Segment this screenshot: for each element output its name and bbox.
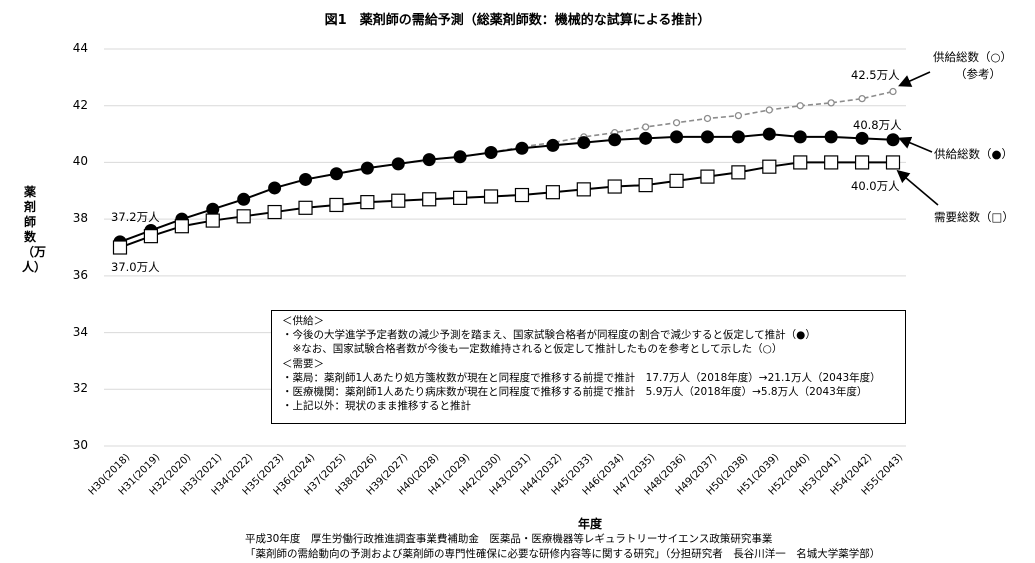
data-point-marker: [360, 161, 374, 175]
data-point-marker: [670, 130, 684, 144]
data-point-marker: [298, 200, 313, 215]
note-demand-other: ・上記以外：現状のまま推移すると推計: [282, 400, 471, 413]
data-point-marker: [453, 190, 468, 205]
data-point-marker: [545, 185, 560, 200]
data-point-marker: [827, 99, 835, 107]
data-point-marker: [824, 155, 839, 170]
data-point-marker: [608, 133, 622, 147]
data-point-marker: [484, 146, 498, 160]
y-tick-label: 34: [72, 324, 88, 339]
data-point-marker: [546, 138, 560, 152]
note-supply-line-1: ・今後の大学進学予定者数の減少予測を踏まえ、国家試験合格者が同程度の割合で減少す…: [282, 329, 816, 342]
data-point-marker: [638, 178, 653, 193]
data-point-marker: [641, 123, 650, 131]
data-point-marker: [514, 187, 530, 203]
data-point-marker: [391, 193, 406, 208]
note-supply-heading: ＜供給＞: [282, 315, 324, 327]
data-point-marker: [268, 181, 282, 195]
data-point-marker: [703, 114, 712, 123]
note-demand-pharmacy: ・薬局：薬剤師1人あたり処方箋枚数が現在と同程度で推移する前提で推計 17.7万…: [282, 371, 881, 384]
data-point-marker: [669, 173, 684, 188]
data-point-marker: [824, 130, 838, 144]
data-point-marker: [237, 192, 251, 206]
data-point-marker: [112, 240, 128, 255]
x-axis-label: 年度: [577, 517, 602, 531]
y-tick-label: 40: [72, 154, 88, 169]
annotation-end-demand: 40.0万人: [851, 179, 900, 193]
data-point-marker: [299, 172, 313, 186]
series-line: [119, 133, 894, 243]
data-point-marker: [206, 202, 220, 216]
data-point-marker: [858, 94, 866, 103]
annotation-end-reference: 42.5万人: [851, 68, 900, 82]
data-point-marker: [329, 197, 344, 213]
data-point-marker: [731, 130, 745, 144]
y-tick-label: 36: [72, 267, 88, 282]
note-demand-medical: ・医療機関：薬剤師1人あたり病床数が現在と同程度で推移する前提で推計 5.9万人…: [282, 386, 868, 399]
data-point-marker: [577, 136, 591, 150]
source-line-2: 「薬剤師の需給動向の予測および薬剤師の専門性確保に必要な研修内容等に関する研究」…: [245, 548, 881, 560]
data-point-marker: [205, 213, 220, 228]
y-tick-label: 38: [72, 211, 88, 226]
data-point-marker: [855, 131, 869, 145]
data-point-marker: [483, 189, 499, 204]
chart-title: 図1 薬剤師の需給予測（総薬剤師数：機械的な試算による推計）: [324, 13, 711, 28]
data-point-marker: [607, 179, 622, 194]
annotation-start-supply: 37.2万人: [111, 210, 160, 224]
source-line-1: 平成30年度 厚生労働行政推進調査事業費補助金 医薬品・医療機器等レギュラトリー…: [245, 533, 773, 545]
data-point-marker: [515, 141, 529, 155]
annotation-start-demand: 37.0万人: [111, 260, 160, 274]
legend-reference: 供給総数（○）: [933, 50, 1013, 64]
data-point-marker: [422, 192, 437, 207]
data-point-marker: [889, 87, 897, 96]
y-tick-label: 32: [72, 381, 88, 396]
data-point-marker: [854, 155, 870, 170]
legend-demand: 需要総数（□）: [934, 210, 1014, 224]
data-point-marker: [762, 127, 776, 141]
data-point-marker: [885, 155, 901, 170]
legend-supply: 供給総数（●）: [934, 147, 1014, 161]
data-point-marker: [391, 157, 405, 171]
data-point-marker: [734, 111, 743, 120]
note-demand-heading: ＜需要＞: [282, 357, 324, 370]
y-tick-label: 44: [72, 41, 88, 55]
series-line: [119, 161, 893, 249]
data-point-marker: [762, 159, 777, 174]
legend-arrow: [898, 71, 931, 87]
data-point-marker: [700, 130, 714, 144]
y-tick-label: 30: [72, 438, 88, 452]
y-tick-label: 42: [72, 97, 88, 112]
data-point-marker: [422, 153, 436, 167]
annotation-end-supply: 40.8万人: [853, 118, 902, 132]
data-point-marker: [267, 204, 282, 220]
data-point-marker: [793, 130, 807, 144]
legend-arrow: [898, 136, 933, 153]
data-point-marker: [174, 219, 189, 234]
data-point-marker: [576, 182, 591, 197]
data-point-marker: [672, 119, 681, 127]
data-point-marker: [453, 150, 467, 164]
data-point-marker: [765, 106, 773, 114]
legend-arrow: [896, 169, 939, 206]
data-point-marker: [329, 167, 343, 181]
data-point-marker: [796, 102, 804, 110]
data-point-marker: [731, 165, 746, 180]
data-point-marker: [793, 155, 808, 170]
note-supply-line-2: ※なお、国家試験合格者数が今後も一定数維持されると仮定して推計したものを参考とし…: [282, 343, 783, 356]
data-point-marker: [639, 131, 653, 145]
assumptions-note-box: ＜供給＞ ・今後の大学進学予定者数の減少予測を踏まえ、国家試験合格者が同程度の割…: [271, 310, 906, 424]
data-point-marker: [700, 169, 715, 184]
data-point-marker: [886, 133, 900, 147]
legend-reference-note: （参考）: [955, 67, 1001, 81]
data-point-marker: [360, 195, 375, 210]
data-point-marker: [236, 209, 251, 224]
data-point-marker: [143, 229, 159, 244]
